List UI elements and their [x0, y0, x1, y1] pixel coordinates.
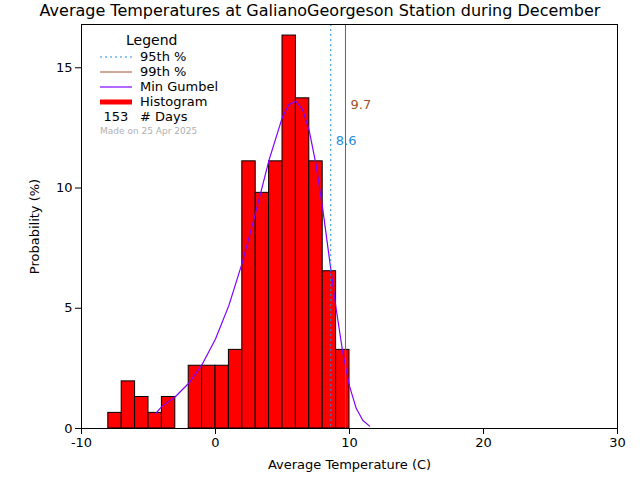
svg-text:10: 10 [341, 435, 358, 450]
svg-text:-10: -10 [71, 435, 92, 450]
svg-text:0: 0 [64, 421, 72, 436]
svg-text:20: 20 [475, 435, 492, 450]
html-text:99th %: 99th % [140, 64, 187, 79]
html-text:Histogram: Histogram [140, 94, 208, 109]
svg-text:15: 15 [56, 60, 73, 75]
svg-text:0: 0 [211, 435, 219, 450]
svg-text:9.7: 9.7 [350, 97, 371, 112]
svg-text:5: 5 [64, 300, 72, 315]
html-text:Min Gumbel: Min Gumbel [140, 79, 218, 94]
svg-text:30: 30 [609, 435, 626, 450]
svg-text:Average Temperature (C): Average Temperature (C) [268, 457, 431, 472]
svg-text:8.6: 8.6 [336, 133, 357, 148]
html-text:153: 153 [103, 109, 129, 124]
html-text:Legend: Legend [126, 32, 178, 48]
html-text:95th %: 95th % [140, 49, 187, 64]
html-text:Average Temperatures at Galian: Average Temperatures at GalianoGeorgeson… [39, 1, 601, 20]
svg-text:10: 10 [56, 180, 73, 195]
svg-text:Probability (%): Probability (%) [27, 179, 42, 274]
html-text:Made on 25 Apr 2025: Made on 25 Apr 2025 [100, 126, 198, 136]
html-text:# Days: # Days [140, 109, 188, 124]
